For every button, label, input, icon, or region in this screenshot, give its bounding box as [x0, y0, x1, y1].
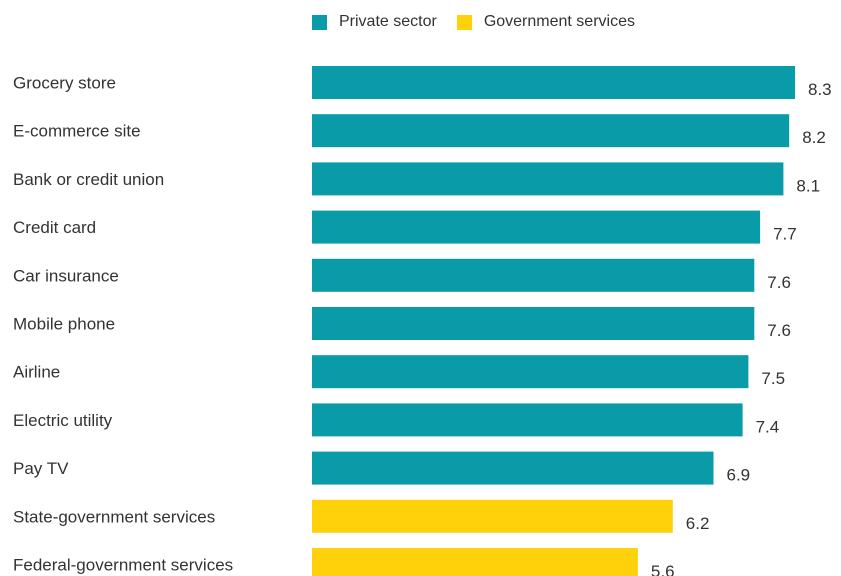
bar-pay-tv	[312, 451, 714, 485]
category-label-federal-government-services: Federal-government services	[13, 556, 233, 575]
bar-e-commerce-site	[312, 114, 790, 148]
legend: Private sector Government services	[312, 13, 655, 31]
category-label-credit-card: Credit card	[13, 218, 96, 237]
value-label-car-insurance: 7.6	[767, 273, 791, 292]
value-label-electric-utility: 7.4	[756, 417, 780, 436]
legend-label-government-services: Government services	[483, 13, 635, 30]
bar-electric-utility	[312, 403, 743, 437]
value-label-federal-government-services: 5.6	[651, 562, 675, 576]
category-label-mobile-phone: Mobile phone	[13, 315, 115, 334]
bar-car-insurance	[312, 258, 755, 292]
value-label-credit-card: 7.7	[773, 225, 797, 244]
bar-airline	[312, 355, 749, 389]
category-label-car-insurance: Car insurance	[13, 266, 119, 285]
value-label-mobile-phone: 7.6	[767, 321, 791, 340]
value-label-state-government-services: 6.2	[686, 514, 710, 533]
legend-swatch-private-sector	[312, 14, 327, 30]
legend-item-private-sector: Private sector	[312, 13, 437, 31]
category-label-airline: Airline	[13, 363, 60, 382]
value-label-pay-tv: 6.9	[727, 466, 751, 485]
bar-grocery-store	[312, 66, 795, 99]
legend-label-private-sector: Private sector	[339, 13, 437, 30]
value-label-airline: 7.5	[761, 369, 785, 388]
bar-mobile-phone	[312, 307, 755, 340]
category-label-pay-tv: Pay TV	[13, 459, 69, 478]
legend-item-government-services: Government services	[456, 13, 635, 31]
category-label-state-government-services: State-government services	[13, 507, 215, 526]
bar-state-government-services	[312, 499, 673, 533]
value-label-bank-or-credit-union: 8.1	[796, 176, 820, 195]
category-label-grocery-store: Grocery store	[13, 74, 116, 93]
category-label-e-commerce-site: E-commerce site	[13, 122, 141, 141]
bar-bank-or-credit-union	[312, 162, 784, 196]
category-label-electric-utility: Electric utility	[13, 411, 113, 430]
value-label-e-commerce-site: 8.2	[802, 128, 826, 147]
legend-swatch-government-services	[456, 14, 472, 30]
category-label-bank-or-credit-union: Bank or credit union	[13, 170, 164, 189]
bar-federal-government-services	[312, 548, 638, 576]
bar-credit-card	[312, 210, 761, 244]
value-label-grocery-store: 8.3	[808, 80, 832, 99]
